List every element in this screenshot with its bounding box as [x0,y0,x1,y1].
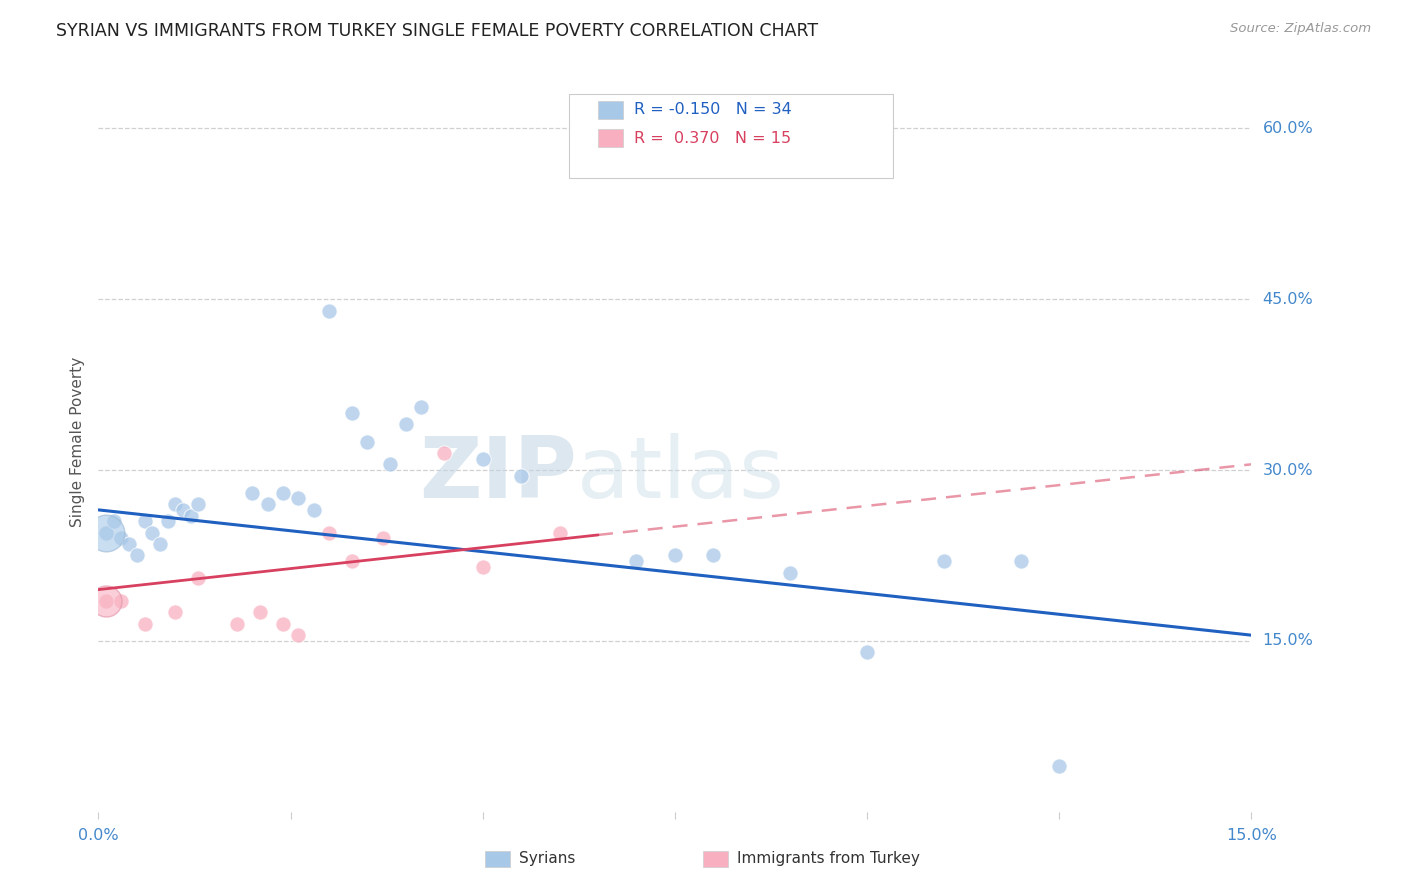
Point [94,594,117,608]
Text: Syrians: Syrians [519,852,575,866]
Point [156,514,179,528]
Point [187,571,209,585]
Point [94,525,117,540]
Point [187,497,209,511]
Text: R = -0.150   N = 34: R = -0.150 N = 34 [634,103,792,117]
Point [548,525,571,540]
Point [318,303,340,318]
Point [149,537,172,551]
Point [471,559,494,574]
Point [856,645,879,659]
Point [240,485,263,500]
Point [141,525,163,540]
Point [302,503,325,517]
Point [94,525,117,540]
Point [411,401,433,415]
Point [165,606,187,620]
Text: Immigrants from Turkey: Immigrants from Turkey [737,852,920,866]
Text: 15.0%: 15.0% [1226,829,1277,844]
Point [1047,759,1070,773]
Point [225,616,247,631]
Point [134,514,156,528]
Text: 45.0%: 45.0% [1263,292,1313,307]
Point [340,406,363,420]
Point [110,532,132,546]
Text: 30.0%: 30.0% [1263,463,1313,477]
Point [110,594,132,608]
Point [318,525,340,540]
Point [356,434,378,449]
Point [471,451,494,466]
Point [626,554,648,568]
Point [271,616,294,631]
Text: 0.0%: 0.0% [79,829,118,844]
Point [125,549,148,563]
Text: Source: ZipAtlas.com: Source: ZipAtlas.com [1230,22,1371,36]
Point [510,468,533,483]
Point [172,503,194,517]
Text: 15.0%: 15.0% [1263,633,1313,648]
Point [287,491,309,506]
Point [371,532,394,546]
Point [380,458,402,472]
Y-axis label: Single Female Poverty: Single Female Poverty [69,357,84,526]
Point [395,417,418,432]
Point [94,594,117,608]
Point [932,554,955,568]
Point [249,606,271,620]
Point [340,554,363,568]
Point [180,508,202,523]
Point [256,497,278,511]
Point [433,446,456,460]
Point [779,566,801,580]
Point [165,497,187,511]
Point [271,485,294,500]
Point [103,514,125,528]
Point [664,549,686,563]
Point [118,537,141,551]
Text: R =  0.370   N = 15: R = 0.370 N = 15 [634,131,792,145]
Point [134,616,156,631]
Text: ZIP: ZIP [419,434,576,516]
Point [287,628,309,642]
Text: SYRIAN VS IMMIGRANTS FROM TURKEY SINGLE FEMALE POVERTY CORRELATION CHART: SYRIAN VS IMMIGRANTS FROM TURKEY SINGLE … [56,22,818,40]
Text: 60.0%: 60.0% [1263,120,1313,136]
Point [1010,554,1032,568]
Text: atlas: atlas [576,434,785,516]
Point [702,549,724,563]
